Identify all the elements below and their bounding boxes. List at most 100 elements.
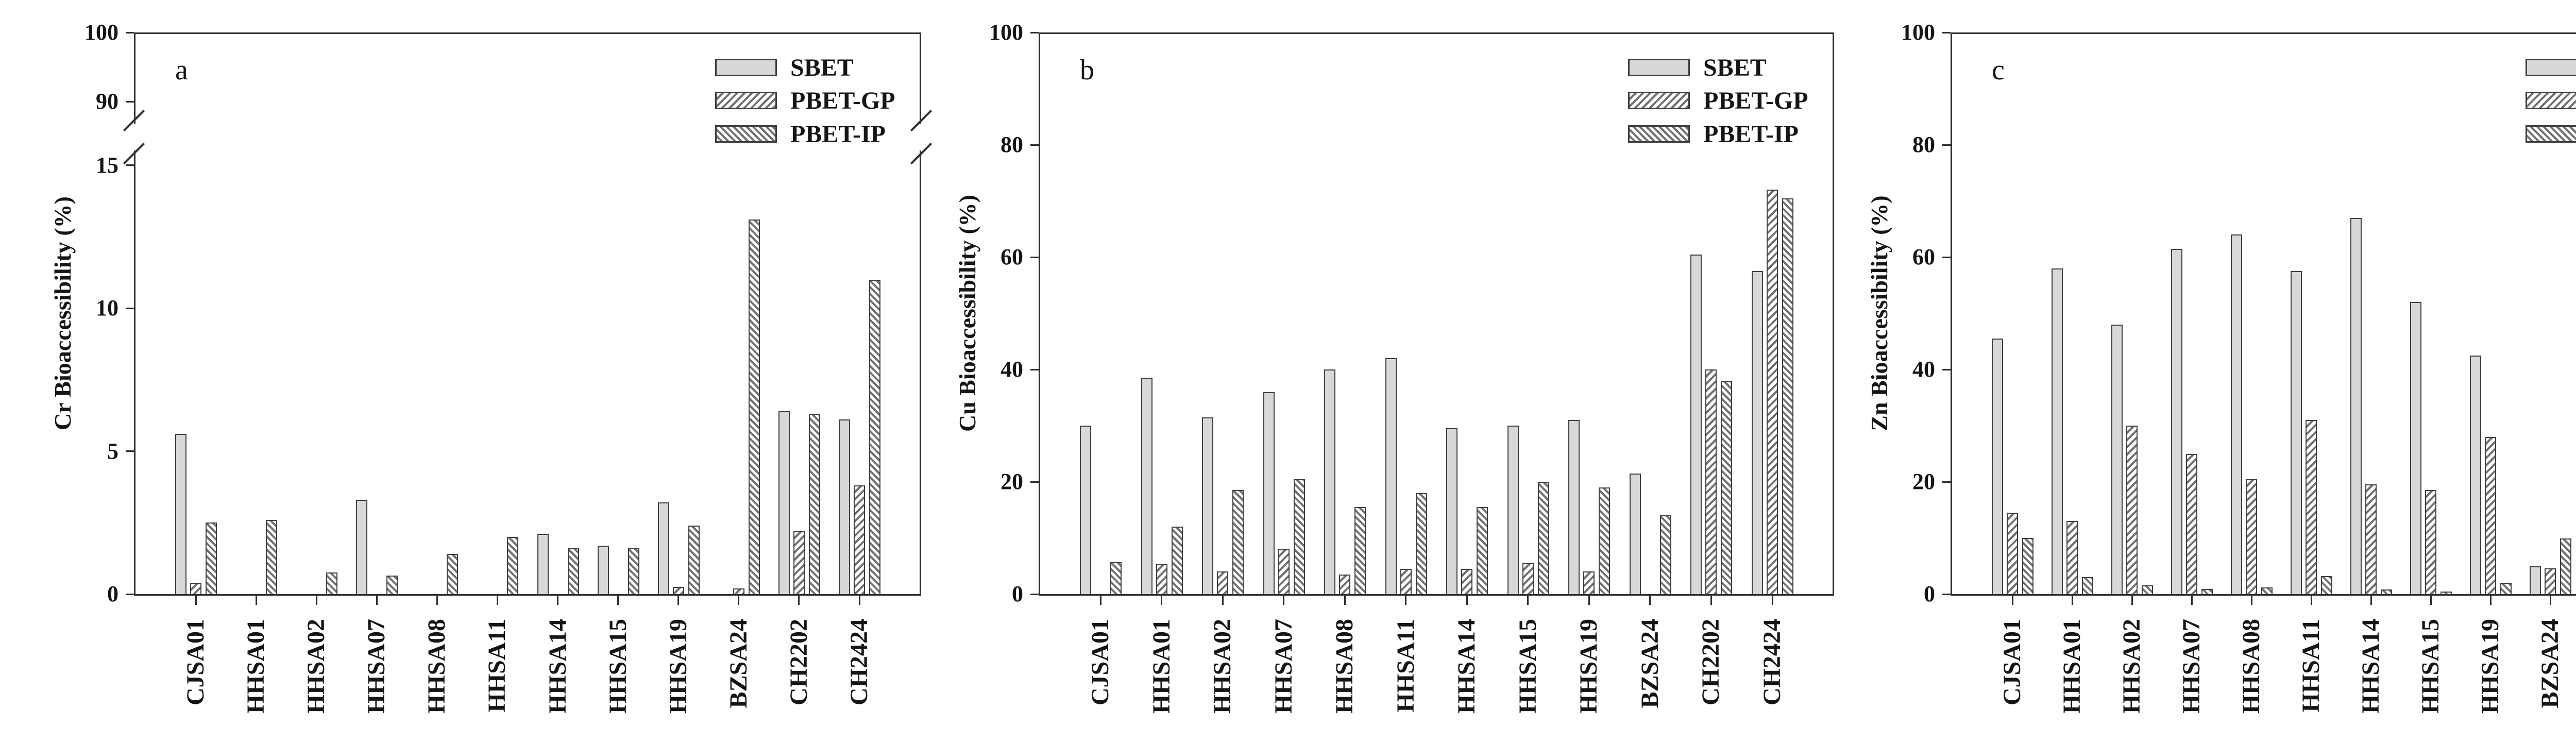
bar-pbet-gp-bzsa24 xyxy=(2545,568,2556,594)
bar-pbet-gp-hhsa14 xyxy=(1461,568,1473,594)
bar-pbet-gp-hhsa19 xyxy=(1583,571,1595,594)
bar-pbet-ip-hhsa01 xyxy=(1171,527,1183,594)
bar-sbet-cjsa01 xyxy=(1992,339,2003,594)
x-tick-mark xyxy=(1222,596,1224,605)
bar-sbet-hhsa15 xyxy=(1507,426,1519,594)
bar-pbet-ip-cjsa01 xyxy=(206,522,217,594)
y-tick-mark xyxy=(1030,481,1039,483)
axis-break-gap xyxy=(132,124,137,150)
y-tick-mark xyxy=(1942,593,1951,595)
bar-sbet-hhsa14 xyxy=(537,534,549,594)
y-tick-label: 20 xyxy=(1912,469,1935,494)
x-category-label-text: HHSA08 xyxy=(2238,619,2265,714)
bar-pbet-ip-cjsa01 xyxy=(2022,538,2033,594)
bar-pbet-ip-hhsa14 xyxy=(567,548,579,594)
y-tick-mark xyxy=(1030,593,1039,595)
bar-sbet-hhsa08 xyxy=(2231,234,2242,594)
bar-pbet-gp-hhsa01 xyxy=(2066,521,2078,594)
bar-pbet-ip-hhsa19 xyxy=(688,525,700,594)
bar-sbet-hhsa19 xyxy=(1568,420,1580,594)
x-category-label-text: CH2424 xyxy=(845,619,873,705)
bar-sbet-hhsa07 xyxy=(1263,392,1275,594)
bar-sbet-hhsa01 xyxy=(1141,378,1153,594)
y-tick-mark xyxy=(1030,256,1039,258)
y-tick-label: 0 xyxy=(1924,581,1935,606)
bar-pbet-ip-hhsa02 xyxy=(1232,490,1244,594)
x-category-label-text: HHSA02 xyxy=(1209,619,1236,714)
x-category-label-text: BZSA24 xyxy=(2536,619,2564,709)
bar-pbet-gp-hhsa02 xyxy=(1217,571,1229,594)
x-category-label-text: HHSA14 xyxy=(2357,619,2384,714)
x-tick-mark xyxy=(858,596,860,605)
bar-pbet-ip-hhsa11 xyxy=(1415,493,1427,594)
bar-pbet-gp-cjsa01 xyxy=(2007,512,2018,594)
bar-sbet-hhsa01 xyxy=(2052,268,2063,594)
bar-sbet-hhsa11 xyxy=(1385,358,1397,594)
bar-pbet-ip-hhsa07 xyxy=(386,575,398,594)
x-category-label-text: CJSA01 xyxy=(1087,619,1114,706)
x-category-label-text: CJSA01 xyxy=(1998,619,2026,706)
x-category-label-text: HHSA08 xyxy=(423,619,451,714)
y-tick-label: 40 xyxy=(1001,357,1023,382)
x-category-label-text: HHSA01 xyxy=(1147,619,1175,714)
bar-pbet-gp-hhsa15 xyxy=(2425,490,2436,594)
x-tick-mark xyxy=(617,596,619,605)
x-category-label-text: CJSA01 xyxy=(182,619,209,706)
bar-sbet-hhsa08 xyxy=(1324,369,1336,594)
bar-pbet-gp-ch2424 xyxy=(854,485,865,594)
x-tick-mark xyxy=(1161,596,1163,605)
bar-sbet-hhsa02 xyxy=(2111,324,2123,594)
bar-sbet-ch2424 xyxy=(839,419,850,594)
bar-pbet-ip-hhsa01 xyxy=(266,519,278,594)
y-tick-label: 40 xyxy=(1912,357,1935,382)
y-tick-mark xyxy=(126,164,134,166)
y-tick-label: 100 xyxy=(84,20,118,45)
x-tick-mark xyxy=(798,596,800,605)
x-tick-mark xyxy=(1771,596,1773,605)
x-tick-mark xyxy=(2310,596,2312,605)
x-tick-mark xyxy=(1527,596,1529,605)
y-tick-mark xyxy=(126,100,134,103)
bar-pbet-gp-hhsa19 xyxy=(2485,436,2496,594)
x-tick-mark xyxy=(255,596,257,605)
y-tick-label: 20 xyxy=(1001,469,1023,494)
y-tick-label: 0 xyxy=(107,581,118,606)
bar-pbet-gp-hhsa11 xyxy=(1400,568,1412,594)
legend-label-pbet-gp: PBET-GP xyxy=(1703,87,1808,114)
x-category-label-text: HHSA11 xyxy=(483,619,511,713)
x-category-label-text: HHSA08 xyxy=(1331,619,1359,714)
y-tick-label: 80 xyxy=(1001,132,1023,157)
bar-pbet-ip-hhsa19 xyxy=(1599,487,1611,594)
legend-swatch-sbet xyxy=(715,59,777,76)
x-tick-mark xyxy=(1283,596,1285,605)
x-category-label-text: HHSA07 xyxy=(2178,619,2205,714)
bar-sbet-hhsa11 xyxy=(2291,271,2302,594)
bar-sbet-hhsa19 xyxy=(2470,355,2481,594)
bar-pbet-ip-cjsa01 xyxy=(1110,562,1122,594)
x-tick-mark xyxy=(1710,596,1712,605)
x-category-label-text: CH2424 xyxy=(1758,619,1786,705)
y-axis-title-text: Cu Bioaccessibility (%) xyxy=(954,195,980,432)
x-category-label-text: HHSA19 xyxy=(664,619,692,714)
bar-pbet-ip-hhsa15 xyxy=(2441,591,2452,594)
y-tick-mark xyxy=(126,31,134,33)
bar-pbet-gp-hhsa08 xyxy=(1339,574,1351,594)
legend-swatch-pbet-ip xyxy=(2526,125,2576,143)
bar-pbet-gp-hhsa19 xyxy=(672,587,684,594)
y-tick-label: 15 xyxy=(96,152,118,178)
x-category-label-text: HHSA14 xyxy=(544,619,571,714)
y-tick-label: 0 xyxy=(1012,581,1023,606)
bar-pbet-ip-ch2202 xyxy=(1721,380,1733,594)
bar-sbet-ch2424 xyxy=(1752,271,1763,594)
y-tick-label: 100 xyxy=(989,20,1023,45)
x-category-label-text: CH2202 xyxy=(785,619,812,705)
bar-pbet-ip-ch2424 xyxy=(869,279,880,594)
bar-sbet-ch2202 xyxy=(778,411,790,594)
bar-pbet-gp-hhsa14 xyxy=(2365,484,2377,594)
y-tick-mark xyxy=(1030,368,1039,370)
x-tick-mark xyxy=(557,596,559,605)
x-tick-mark xyxy=(496,596,498,605)
legend-swatch-pbet-gp xyxy=(715,92,777,109)
x-category-label-text: HHSA15 xyxy=(604,619,632,714)
